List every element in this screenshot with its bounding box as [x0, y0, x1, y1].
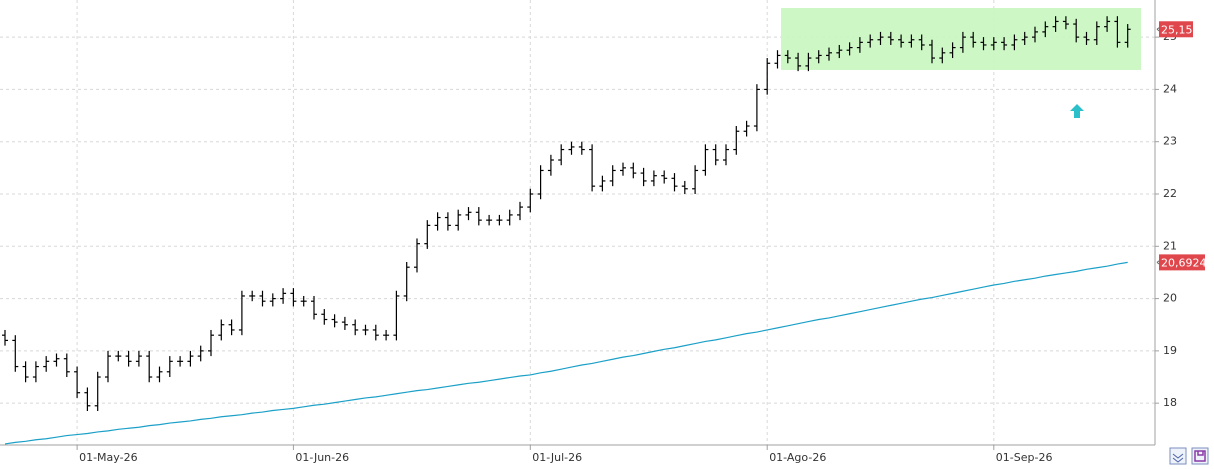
axes-layer: 181920212223242501-May-2601-Jun-2601-Jul…	[76, 21, 1207, 464]
y-tick-label: 22	[1163, 187, 1177, 200]
last-value-label: 20,6924	[1161, 256, 1207, 269]
highlight-zone	[781, 8, 1141, 70]
y-tick-label: 20	[1163, 292, 1177, 305]
zoom-button[interactable]	[1169, 447, 1187, 465]
y-tick-label: 24	[1163, 82, 1177, 95]
marks-layer	[2, 16, 1131, 445]
arrow-up-signal	[1070, 104, 1084, 118]
last-value-label: 25,15	[1161, 23, 1193, 36]
last-value-box	[1159, 21, 1193, 38]
x-tick-label: 01-Jun-26	[295, 451, 349, 464]
x-tick-label: 01-May-26	[79, 451, 137, 464]
save-button[interactable]	[1191, 447, 1209, 465]
x-tick-label: 01-Jul-26	[532, 451, 582, 464]
save-icon	[1194, 450, 1206, 462]
x-tick-label: 01-Sep-26	[996, 451, 1053, 464]
y-tick-label: 18	[1163, 396, 1177, 409]
y-tick-label: 19	[1163, 344, 1177, 357]
y-tick-label: 23	[1163, 135, 1177, 148]
y-tick-label: 21	[1163, 239, 1177, 252]
moving-average-line	[4, 261, 1128, 445]
last-value-box	[1159, 254, 1205, 271]
x-tick-label: 01-Ago-26	[769, 451, 826, 464]
zoom-icon	[1172, 453, 1184, 463]
